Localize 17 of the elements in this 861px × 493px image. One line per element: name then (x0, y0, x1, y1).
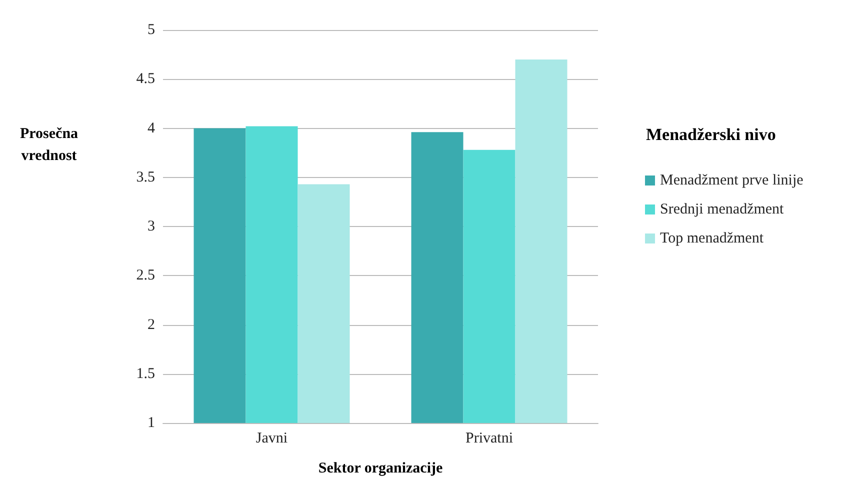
y-axis-title: Prosečna vrednost (20, 126, 79, 164)
y-tick-label: 4 (148, 120, 156, 136)
x-tick-label: Javni (256, 430, 288, 446)
legend-label: Top menadžment (660, 230, 764, 246)
legend-label: Menadžment prve linije (660, 172, 804, 188)
y-tick-label: 1.5 (136, 366, 155, 382)
y-tick-label: 3 (148, 218, 155, 234)
legend-label: Srednji menadžment (660, 202, 785, 218)
x-axis-title: Sektor organizacije (318, 460, 443, 476)
y-tick-label: 1 (148, 415, 155, 431)
y-tick-label: 5 (148, 22, 155, 38)
y-tick-label: 3.5 (136, 169, 155, 186)
x-tick-label: Privatni (466, 430, 513, 446)
y-tick-label: 2 (148, 316, 155, 333)
legend-title: Menadžerski nivo (646, 125, 776, 144)
y-tick-label: 2.5 (136, 268, 155, 284)
y-tick-label: 4.5 (136, 71, 155, 88)
